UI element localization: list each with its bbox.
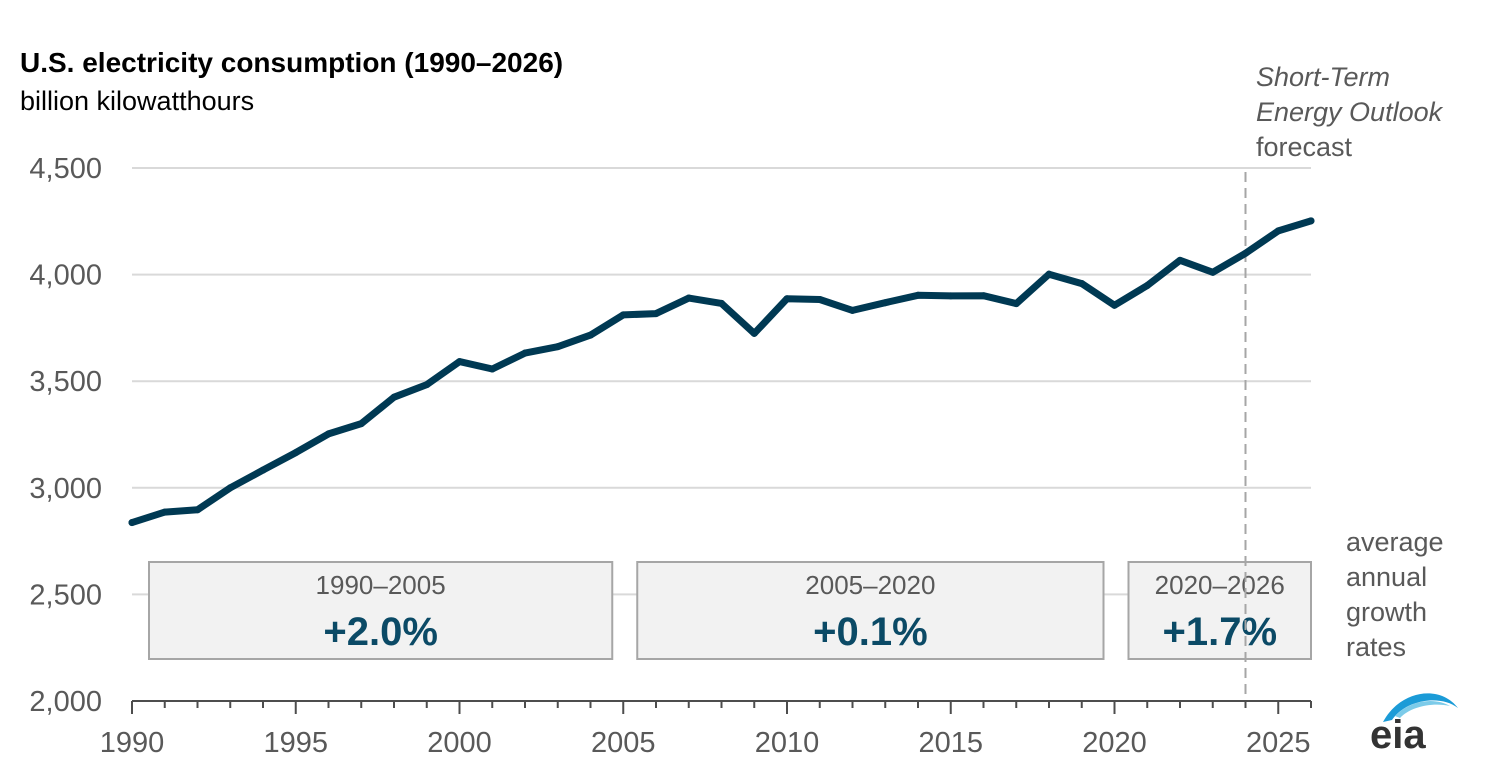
data-point — [488, 365, 496, 373]
data-point — [1307, 217, 1315, 225]
growth-period: 2020–2026 — [1155, 570, 1285, 600]
data-point — [128, 519, 136, 527]
data-point — [456, 358, 463, 366]
y-tick-label: 3,000 — [29, 473, 102, 505]
x-axis: 1990 1995 2000 2005 2010 2015 2020 2025 — [100, 700, 1312, 759]
grid-lines — [132, 167, 1311, 596]
eia-logo-swoosh — [1383, 693, 1458, 722]
data-point — [619, 311, 627, 319]
x-tick-label: 2000 — [427, 727, 492, 759]
data-point — [226, 484, 234, 492]
x-tick-label: 2015 — [918, 727, 983, 759]
data-point — [1111, 301, 1118, 309]
chart-subtitle: billion kilowatthours — [20, 86, 254, 116]
growth-rate-boxes: 1990–2005 +2.0% 2005–2020 +0.1% 2020–2026 +1.… — [148, 561, 1312, 660]
y-axis-ticks: 2,000 2,500 3,000 3,500 4,000 4,500 — [29, 153, 102, 718]
y-tick-label: 3,500 — [29, 366, 102, 398]
growth-rate-value: +1.7% — [1162, 610, 1277, 654]
chart-title: U.S. electricity consumption (1990–2026) — [20, 47, 563, 78]
data-point — [685, 294, 693, 302]
data-point — [947, 292, 955, 300]
data-point — [849, 306, 856, 314]
consumption-series — [128, 217, 1315, 527]
data-point — [1176, 256, 1184, 264]
data-point — [390, 393, 398, 401]
growth-rate-value: +0.1% — [813, 610, 928, 654]
data-point — [292, 449, 300, 457]
data-point — [554, 343, 562, 351]
y-tick-label: 2,500 — [29, 579, 102, 611]
data-point — [161, 508, 169, 516]
x-tick-label: 2020 — [1082, 727, 1147, 759]
growth-note-line: rates — [1346, 632, 1406, 662]
data-point — [816, 296, 824, 304]
forecast-marker: Short-Term Energy Outlook forecast — [1244, 62, 1444, 701]
data-point — [259, 466, 267, 474]
data-point — [1012, 300, 1020, 308]
x-tick-label: 1990 — [100, 727, 165, 759]
x-tick-label: 2005 — [591, 727, 656, 759]
x-tick-label: 2010 — [755, 727, 820, 759]
data-point — [1045, 270, 1053, 278]
growth-rate-value: +2.0% — [323, 610, 438, 654]
growth-note-line: average — [1346, 527, 1444, 557]
x-tick-label: 2025 — [1246, 727, 1311, 759]
growth-note-line: growth — [1346, 597, 1427, 627]
data-point — [652, 310, 660, 318]
y-tick-label: 2,000 — [29, 686, 102, 718]
growth-box — [148, 561, 614, 660]
data-point — [980, 292, 987, 300]
data-point — [783, 295, 791, 303]
data-point — [1209, 268, 1217, 276]
data-point — [1143, 281, 1151, 289]
data-point — [521, 349, 529, 357]
growth-period: 1990–2005 — [316, 570, 446, 600]
data-point — [423, 381, 431, 389]
data-point — [325, 430, 332, 438]
data-point — [357, 420, 365, 428]
data-point — [718, 299, 725, 307]
growth-note: average annual growth rates — [1346, 527, 1444, 662]
data-point — [1078, 280, 1086, 288]
forecast-label: Energy Outlook — [1256, 97, 1444, 127]
x-tick-label: 1995 — [263, 727, 328, 759]
growth-box — [636, 561, 1105, 660]
growth-period: 2005–2020 — [805, 570, 935, 600]
growth-note-line: annual — [1346, 562, 1427, 592]
y-tick-label: 4,000 — [29, 260, 102, 292]
forecast-label: Short-Term — [1256, 62, 1390, 92]
data-point — [881, 299, 889, 307]
eia-logo: eia — [1370, 693, 1458, 757]
data-point — [587, 331, 594, 339]
data-point — [1274, 227, 1282, 235]
data-point — [914, 291, 922, 299]
data-point — [750, 329, 758, 337]
y-tick-label: 4,500 — [29, 153, 102, 185]
growth-box — [1127, 561, 1312, 660]
data-point — [194, 506, 201, 514]
eia-logo-text: eia — [1370, 713, 1426, 757]
data-point — [1242, 249, 1249, 257]
consumption-line — [128, 217, 1315, 527]
forecast-label: forecast — [1256, 132, 1353, 162]
